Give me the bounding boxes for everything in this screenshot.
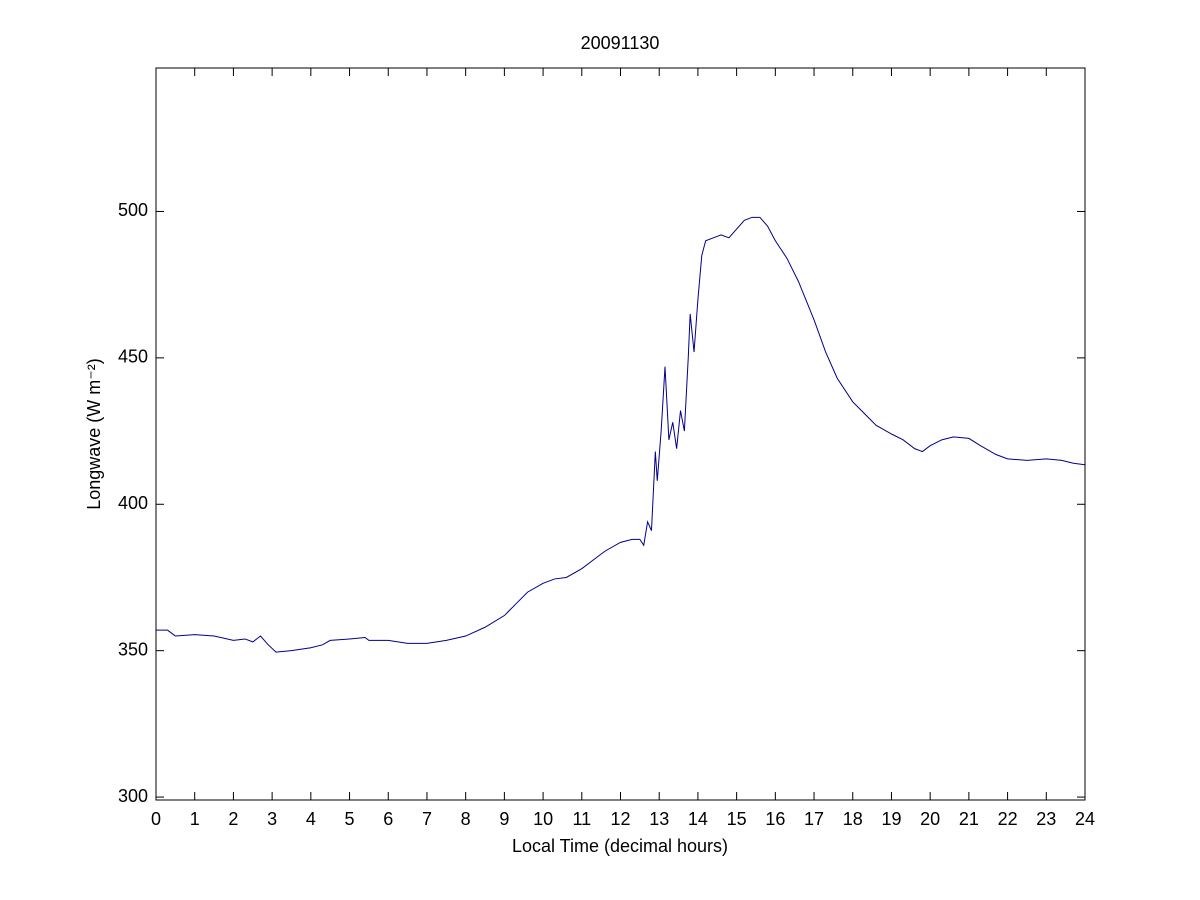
x-tick-label: 23 [1036, 809, 1056, 829]
y-tick-label: 500 [118, 200, 148, 220]
y-tick-label: 300 [118, 786, 148, 806]
x-axis-label: Local Time (decimal hours) [512, 836, 728, 856]
y-tick-label: 350 [118, 639, 148, 659]
x-tick-label: 20 [920, 809, 940, 829]
y-axis-label: Longwave (W m⁻²) [84, 358, 104, 510]
x-tick-label: 4 [306, 809, 316, 829]
x-tick-label: 0 [151, 809, 161, 829]
x-tick-label: 24 [1075, 809, 1095, 829]
x-tick-label: 22 [998, 809, 1018, 829]
chart-title: 20091130 [581, 33, 660, 53]
y-tick-label: 450 [118, 347, 148, 367]
x-tick-label: 15 [727, 809, 747, 829]
x-tick-label: 5 [345, 809, 355, 829]
x-tick-label: 13 [649, 809, 669, 829]
x-tick-label: 19 [881, 809, 901, 829]
x-tick-label: 10 [533, 809, 553, 829]
x-tick-label: 12 [610, 809, 630, 829]
x-tick-label: 8 [461, 809, 471, 829]
x-tick-label: 1 [190, 809, 200, 829]
x-tick-label: 16 [765, 809, 785, 829]
x-tick-label: 2 [228, 809, 238, 829]
x-tick-label: 21 [959, 809, 979, 829]
x-tick-label: 17 [804, 809, 824, 829]
x-tick-label: 18 [843, 809, 863, 829]
x-tick-label: 6 [383, 809, 393, 829]
x-tick-label: 7 [422, 809, 432, 829]
x-tick-label: 9 [499, 809, 509, 829]
x-tick-label: 14 [688, 809, 708, 829]
x-tick-label: 3 [267, 809, 277, 829]
x-tick-label: 11 [572, 809, 591, 829]
data-line [156, 216, 1086, 653]
y-tick-label: 400 [118, 493, 148, 513]
